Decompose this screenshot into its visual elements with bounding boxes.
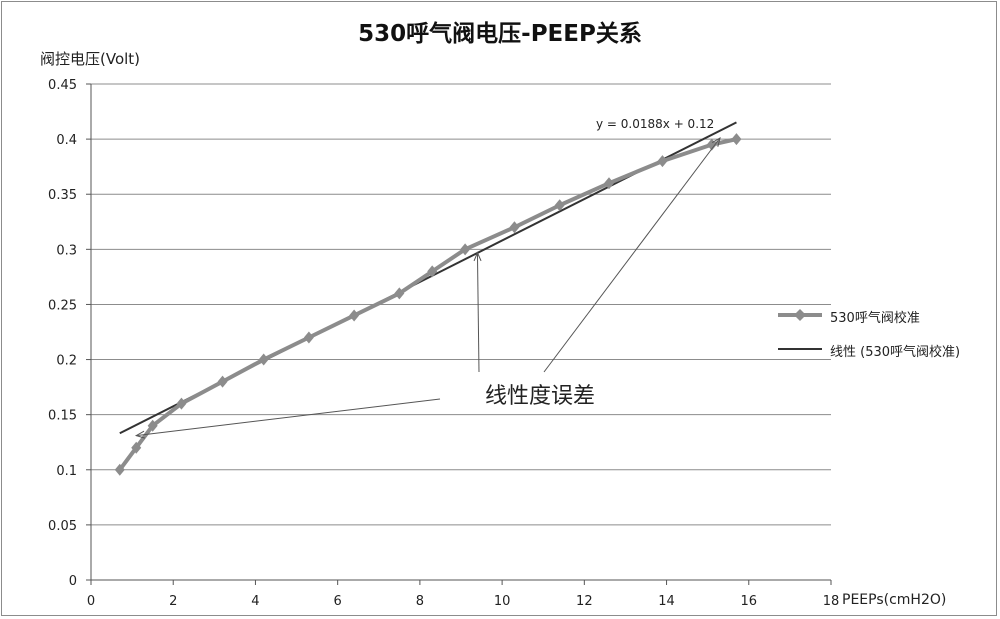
x-tick-label-3: 6: [334, 594, 342, 609]
y-tick-label-2: 0.1: [56, 464, 77, 479]
y-tick-label-8: 0.4: [56, 133, 77, 148]
gridlines: [91, 83, 831, 526]
x-tick-label-8: 16: [741, 594, 758, 609]
tick-labels: 0 0.05 0.1 0.15 0.2 0.25 0.3 0.35 0.4 0.45 0 2 4 6 8 10…: [48, 78, 839, 609]
annotation-arrow-right: [543, 137, 721, 373]
y-tick-label-0: 0: [69, 574, 77, 589]
annotation-arrow-left: [136, 398, 441, 437]
legend-label-calibration: 530呼气阀校准: [830, 311, 920, 326]
data-point-4: [217, 375, 228, 388]
annotation-arrow-middle-head: [473, 251, 482, 262]
x-tick-label-7: 14: [658, 594, 675, 609]
y-tick-label-5: 0.25: [48, 298, 77, 313]
annotation-group: 线性度误差: [134, 136, 721, 439]
legend-label-linear: 线性 (530呼气阀校准): [830, 345, 961, 360]
y-tick-label-4: 0.2: [56, 354, 77, 369]
data-point-14: [657, 155, 668, 168]
data-point-7: [349, 309, 360, 322]
data-point-8: [394, 287, 405, 300]
x-axis-label: PEEPs(cmH2O): [842, 592, 947, 608]
y-tick-label-1: 0.05: [48, 519, 77, 534]
data-point-6: [303, 331, 314, 344]
y-tick-label-6: 0.3: [56, 243, 77, 258]
x-tick-label-1: 2: [169, 594, 177, 609]
annotation-label: 线性度误差: [485, 384, 595, 409]
y-tick-label-7: 0.35: [48, 188, 77, 203]
annotation-arrow-left-head: [134, 430, 146, 439]
data-point-13: [604, 177, 614, 190]
x-tick-label-5: 10: [494, 594, 511, 609]
data-point-12: [554, 199, 565, 212]
annotation-arrow-right-head: [711, 136, 721, 147]
data-point-9: [427, 265, 438, 278]
axes: [86, 83, 832, 585]
x-tick-label-6: 12: [576, 594, 593, 609]
data-point-2: [147, 419, 158, 432]
x-tick-label-9: 18: [823, 594, 840, 609]
legend-swatch-linear: [778, 348, 822, 350]
legend-swatch-calibration: [778, 309, 822, 321]
data-point-10: [460, 243, 471, 256]
x-tick-label-4: 8: [416, 594, 424, 609]
annotation-arrow-middle: [476, 252, 480, 373]
y-axis-label: 阀控电压(Volt): [40, 50, 141, 68]
y-tick-label-9: 0.45: [48, 78, 77, 93]
data-point-16: [731, 133, 742, 146]
data-point-11: [509, 221, 520, 234]
trendline-equation: y = 0.0188x + 0.12: [596, 117, 714, 131]
x-tick-label-0: 0: [87, 594, 95, 609]
data-point-0: [114, 463, 125, 476]
chart-title: 530呼气阀电压-PEEP关系: [358, 21, 642, 47]
x-tick-label-2: 4: [251, 594, 259, 609]
data-point-1: [131, 441, 142, 454]
y-tick-label-3: 0.15: [48, 409, 77, 424]
data-point-3: [176, 397, 187, 410]
data-point-5: [258, 353, 269, 366]
series-group: [114, 133, 742, 476]
